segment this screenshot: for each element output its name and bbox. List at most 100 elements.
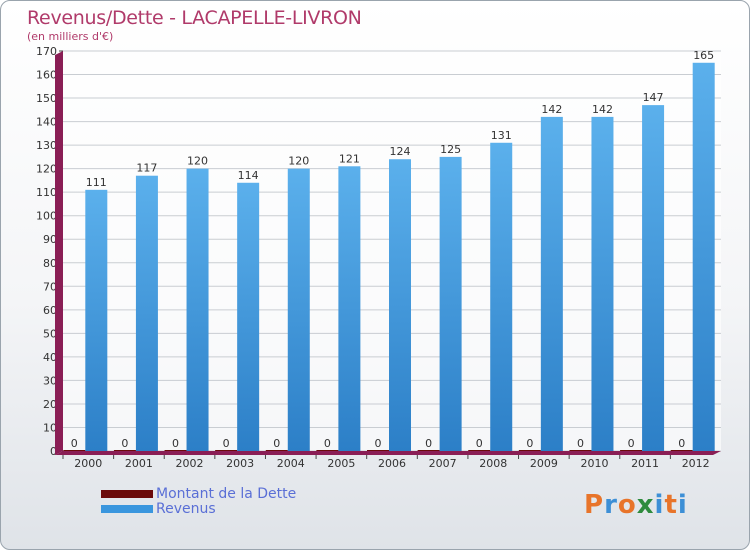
x-tick-label: 2009 (530, 457, 558, 470)
data-label-dette: 0 (324, 437, 331, 450)
y-tick-label: 0 (50, 445, 57, 458)
x-tick-label: 2001 (125, 457, 153, 470)
bar-revenus (287, 168, 310, 451)
bars (63, 62, 715, 452)
data-label-revenus: 111 (86, 176, 107, 189)
x-tick-label: 2008 (479, 457, 507, 470)
data-label-dette: 0 (172, 437, 179, 450)
x-tick-label: 2007 (429, 457, 457, 470)
bar-revenus (389, 159, 411, 451)
bar-dette (468, 450, 491, 451)
data-label-revenus: 142 (592, 103, 613, 116)
data-label-revenus: 120 (288, 155, 309, 168)
y-tick-label: 160 (36, 69, 57, 82)
y-tick-label: 130 (36, 139, 57, 152)
data-label-revenus: 147 (643, 91, 664, 104)
proxiti-logo: Proxiti (584, 490, 688, 520)
data-label-revenus: 117 (136, 162, 157, 175)
bar-dette (63, 450, 86, 451)
bar-dette (164, 450, 187, 451)
data-label-revenus: 142 (541, 103, 562, 116)
y-axis-wall (55, 51, 63, 455)
data-label-dette: 0 (476, 437, 483, 450)
bar-revenus (186, 168, 209, 451)
bar-revenus (85, 189, 108, 451)
axes: 0 10 20 30 40 50 60 70 80 90 100 110 120 130 140 150 160… (36, 45, 721, 470)
data-label-revenus: 114 (238, 169, 259, 182)
bar-dette (215, 450, 238, 451)
data-label-revenus: 125 (440, 143, 461, 156)
bar-dette (518, 450, 541, 451)
y-tick-label: 140 (36, 116, 57, 129)
logo-letter: i (677, 490, 688, 520)
bar-dette (316, 450, 339, 451)
data-label-revenus: 124 (390, 145, 411, 158)
bar-revenus (540, 116, 563, 451)
logo-letter: x (636, 490, 655, 520)
bar-revenus (135, 175, 158, 452)
data-label-revenus: 165 (693, 49, 714, 62)
data-label-revenus: 120 (187, 155, 208, 168)
bar-dette (670, 450, 693, 451)
legend-swatch-dette (101, 490, 153, 498)
logo-letter: r (604, 490, 618, 520)
y-tick-label: 10 (43, 421, 57, 434)
data-label-dette: 0 (223, 437, 230, 450)
bar-revenus (490, 142, 513, 451)
data-label-dette: 0 (678, 437, 685, 450)
bar-revenus (591, 116, 614, 451)
bar-revenus (338, 166, 361, 451)
data-labels: 0 111 0 117 0 120 0 114 0 120 0 121 0 124 0 125 0 131 0 142… (71, 49, 714, 450)
x-tick-label: 2000 (74, 457, 102, 470)
x-tick-label: 2010 (580, 457, 608, 470)
x-tick-label: 2003 (226, 457, 254, 470)
data-label-dette: 0 (577, 437, 584, 450)
y-tick-label: 120 (36, 163, 57, 176)
x-tick-label: 2012 (682, 457, 710, 470)
y-tick-label: 100 (36, 210, 57, 223)
data-label-revenus: 121 (339, 152, 360, 165)
x-axis-floor (55, 451, 721, 455)
legend-swatch-revenus (101, 505, 153, 513)
data-label-dette: 0 (628, 437, 635, 450)
bar-dette (620, 450, 643, 451)
y-tick-label: 20 (43, 398, 57, 411)
y-tick-label: 70 (43, 280, 57, 293)
data-label-dette: 0 (375, 437, 382, 450)
bar-revenus (692, 62, 715, 451)
bar-dette (113, 450, 136, 451)
logo-letter: o (617, 490, 637, 520)
chart-subtitle: (en milliers d'€) (27, 30, 114, 43)
data-label-dette: 0 (71, 437, 78, 450)
y-tick-label: 170 (36, 45, 57, 58)
y-tick-label: 90 (43, 233, 57, 246)
x-tick-label: 2005 (327, 457, 355, 470)
x-tick-label: 2011 (631, 457, 659, 470)
bar-revenus (642, 105, 665, 451)
legend-label-dette: Montant de la Dette (156, 486, 297, 502)
y-tick-label: 30 (43, 374, 57, 387)
chart-title: Revenus/Dette - LACAPELLE-LIVRON (27, 7, 362, 29)
x-tick-label: 2006 (378, 457, 406, 470)
bar-dette (265, 450, 288, 451)
logo-letter: P (584, 490, 605, 520)
bar-dette (569, 450, 592, 451)
y-tick-label: 150 (36, 92, 57, 105)
bar-revenus (237, 182, 260, 451)
x-tick-label: 2002 (176, 457, 204, 470)
logo-letter: t (664, 490, 678, 520)
y-tick-label: 110 (36, 186, 57, 199)
bar-dette (417, 450, 440, 451)
x-tick-label: 2004 (277, 457, 305, 470)
data-label-dette: 0 (526, 437, 533, 450)
y-tick-label: 60 (43, 304, 57, 317)
y-tick-label: 50 (43, 327, 57, 340)
data-label-dette: 0 (121, 437, 128, 450)
bar-dette (367, 450, 389, 451)
bar-revenus (439, 156, 462, 451)
legend-label-revenus: Revenus (156, 501, 216, 517)
data-label-dette: 0 (273, 437, 280, 450)
logo-letter: i (654, 490, 665, 520)
